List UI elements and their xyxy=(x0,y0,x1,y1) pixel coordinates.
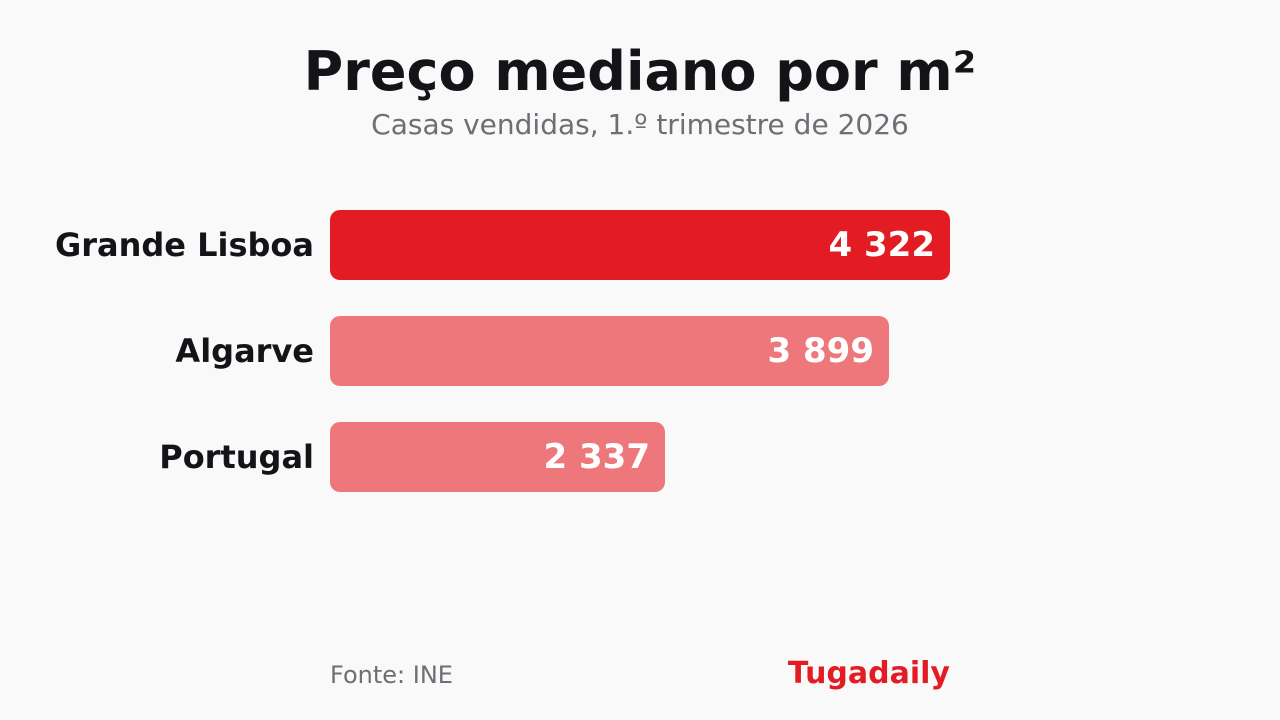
category-label: Grande Lisboa xyxy=(54,226,314,264)
bar xyxy=(330,210,950,280)
chart-subtitle: Casas vendidas, 1.º trimestre de 2026 xyxy=(371,108,909,141)
bar xyxy=(330,316,889,386)
brand-logo: Tugadaily xyxy=(787,656,950,691)
bar-value-label: 4 322 xyxy=(828,225,935,265)
chart-title: Preço mediano por m² xyxy=(303,40,977,103)
bar-value-label: 3 899 xyxy=(767,331,874,371)
bar-value-label: 2 337 xyxy=(543,437,650,477)
category-label: Algarve xyxy=(175,332,314,370)
category-label: Portugal xyxy=(159,438,314,476)
bar xyxy=(330,422,665,492)
source-note: Fonte: INE xyxy=(330,661,453,689)
